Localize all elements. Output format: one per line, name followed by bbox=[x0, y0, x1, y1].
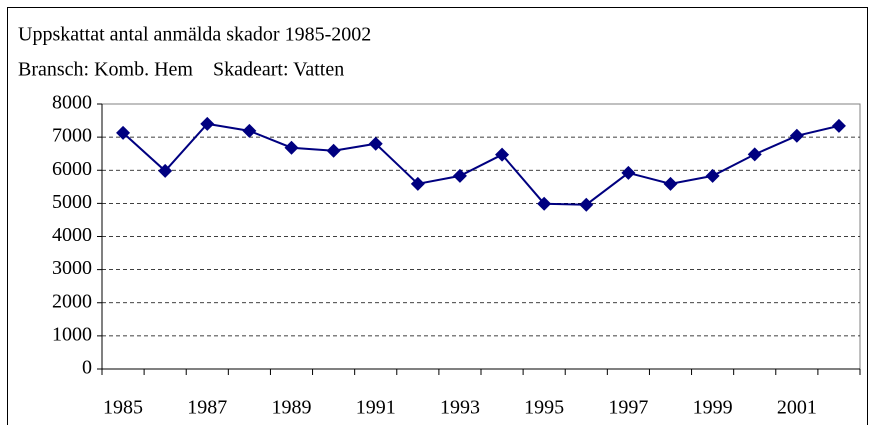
chart-border bbox=[7, 7, 868, 425]
x-tick-label: 1995 bbox=[524, 397, 564, 419]
series-line bbox=[122, 122, 840, 206]
marker bbox=[789, 128, 804, 143]
marker bbox=[284, 140, 299, 155]
marker bbox=[705, 168, 720, 183]
marker bbox=[495, 147, 510, 162]
marker bbox=[200, 116, 215, 131]
y-tick-label: 1000 bbox=[52, 323, 92, 345]
marker bbox=[747, 147, 762, 162]
x-tick-label: 1993 bbox=[440, 397, 480, 419]
marker bbox=[326, 143, 341, 158]
y-tick-label: 6000 bbox=[52, 158, 92, 180]
marker bbox=[452, 168, 467, 183]
y-tick-label: 7000 bbox=[52, 125, 92, 147]
marker bbox=[537, 196, 552, 211]
marker bbox=[663, 176, 678, 191]
chart-subtitle: Bransch: Komb. Hem Skadeart: Vatten bbox=[18, 59, 344, 81]
x-tick-label: 1985 bbox=[103, 397, 143, 419]
marker bbox=[116, 125, 131, 140]
marker bbox=[621, 165, 636, 180]
plot-frame bbox=[102, 103, 861, 369]
x-tick-label: 1987 bbox=[187, 397, 227, 419]
x-tick-label: 1991 bbox=[356, 397, 396, 419]
marker bbox=[242, 123, 257, 138]
chart-title: Uppskattat antal anmälda skador 1985-200… bbox=[18, 24, 371, 46]
marker bbox=[368, 136, 383, 151]
y-tick-label: 2000 bbox=[52, 290, 92, 312]
x-tick-label: 1989 bbox=[272, 397, 312, 419]
marker bbox=[410, 176, 425, 191]
marker bbox=[579, 197, 594, 212]
y-tick-label: 8000 bbox=[52, 92, 92, 114]
x-tick-label: 1999 bbox=[693, 397, 733, 419]
y-tick-label: 5000 bbox=[52, 191, 92, 213]
x-tick-label: 2001 bbox=[777, 397, 817, 419]
marker bbox=[831, 118, 846, 133]
y-tick-label: 3000 bbox=[52, 257, 92, 279]
marker bbox=[158, 163, 173, 178]
y-tick-label: 4000 bbox=[52, 224, 92, 246]
y-tick-label: 0 bbox=[82, 357, 92, 379]
x-tick-label: 1997 bbox=[608, 397, 648, 419]
